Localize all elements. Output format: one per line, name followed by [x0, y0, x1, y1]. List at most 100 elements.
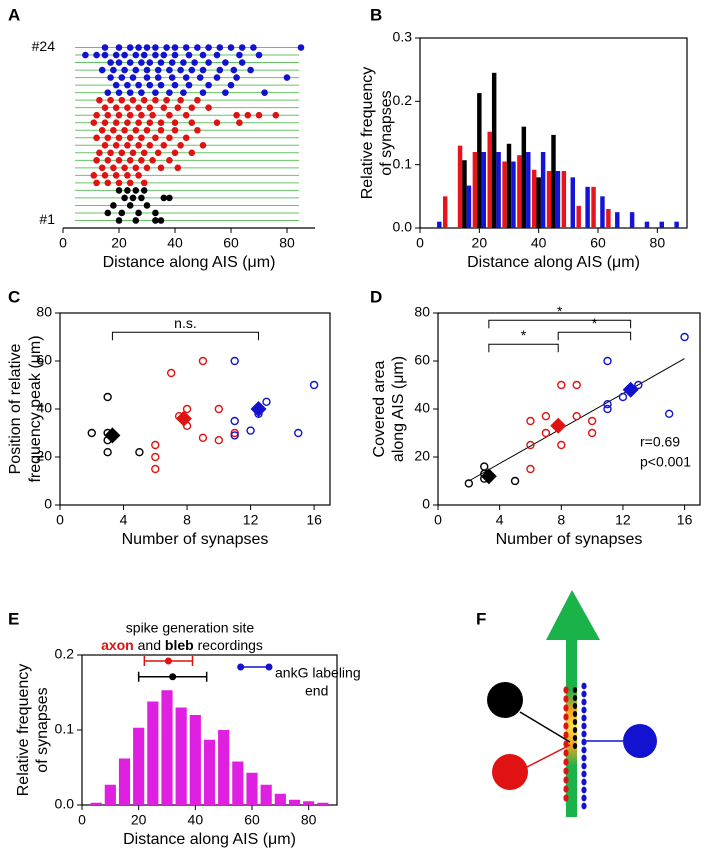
blue-bouton: [623, 724, 657, 758]
synapse-dot: [132, 164, 140, 172]
synapse-dot: [199, 141, 207, 149]
histogram-bar: [317, 802, 329, 805]
x-tick-label: 12: [615, 512, 631, 528]
bar: [551, 134, 556, 228]
black-synapse: [572, 727, 578, 733]
synapse-dot: [255, 51, 263, 59]
synapse-dot: [152, 209, 159, 217]
synapse-dot: [82, 51, 89, 59]
synapse-dot: [104, 157, 112, 164]
red-synapse: [563, 785, 569, 793]
synapse-dot: [191, 59, 198, 66]
red-synapse: [563, 686, 569, 694]
synapse-dot: [160, 104, 168, 111]
synapse-dot: [101, 141, 109, 149]
synapse-dot: [135, 104, 142, 111]
synapse-dot: [135, 209, 142, 217]
synapse-dot: [143, 74, 151, 81]
blue-synapse: [581, 786, 587, 794]
synapse-dot: [171, 44, 179, 51]
synapse-dot: [238, 59, 246, 66]
synapse-dot: [98, 164, 106, 172]
synapse-dot: [146, 141, 154, 149]
synapse-dot: [101, 51, 109, 59]
data-point: [587, 428, 597, 438]
synapse-dot: [182, 111, 190, 119]
synapse-dot: [118, 149, 126, 157]
blue-synapse: [581, 690, 587, 698]
synapse-dot: [177, 141, 184, 149]
synapse-dot: [152, 51, 159, 59]
blue-synapse: [581, 762, 587, 770]
panel-label: E: [8, 609, 19, 628]
synapse-dot: [154, 66, 162, 74]
synapse-dot: [205, 59, 212, 66]
bar: [555, 171, 561, 228]
synapse-dot: [126, 89, 134, 96]
synapse-dot: [199, 51, 207, 59]
bar: [615, 212, 620, 228]
black-synapse: [572, 687, 578, 693]
data-point: [103, 448, 112, 457]
bar: [491, 72, 497, 228]
synapse-dot: [157, 59, 165, 66]
data-point: [151, 440, 160, 450]
synapse-dot: [205, 44, 212, 51]
y-tick-label: 0.0: [55, 796, 75, 812]
x-tick-label: 0: [56, 512, 64, 528]
synapse-dot: [199, 89, 207, 96]
red-synapse: [563, 713, 569, 721]
x-axis-title: Number of synapses: [122, 531, 269, 548]
data-point: [151, 464, 160, 474]
synapse-dot: [166, 194, 173, 202]
ais-shaft: [566, 635, 577, 817]
x-tick-label: 8: [183, 512, 191, 528]
x-axis-title: Distance along AIS (μm): [103, 254, 276, 271]
synapse-dot: [222, 59, 229, 66]
synapse-dot: [163, 44, 170, 51]
synapse-dot: [180, 59, 187, 66]
synapse-dot: [138, 134, 145, 142]
synapse-dot: [104, 89, 112, 96]
bar: [496, 152, 501, 228]
black-synapse: [572, 719, 578, 725]
data-point: [262, 397, 271, 406]
histogram-bar: [303, 801, 315, 805]
synapse-dot: [104, 179, 112, 187]
y-tick-label: 80: [414, 304, 430, 320]
data-point: [87, 428, 96, 438]
synapse-dot: [272, 111, 280, 119]
synapse-dot: [143, 202, 151, 209]
annotation: axon and bleb recordings: [101, 637, 263, 653]
data-point: [214, 404, 224, 414]
blue-synapse: [581, 738, 587, 746]
synapse-dot: [138, 194, 145, 202]
black-synapse: [572, 703, 578, 709]
synapse-dot: [182, 134, 190, 142]
synapse-dot: [121, 66, 128, 74]
synapse-dot: [146, 119, 154, 127]
data-point: [230, 428, 239, 438]
mean-marker: [104, 427, 121, 444]
bar: [561, 171, 567, 228]
synapse-dot: [168, 59, 176, 66]
blue-synapse: [581, 754, 587, 762]
y-axis-title: frequency peak (μm): [27, 335, 44, 482]
blue-synapse: [581, 682, 587, 690]
synapse-dot: [297, 44, 305, 51]
synapse-dot: [152, 134, 159, 142]
synapse-dot: [112, 172, 120, 179]
synapse-dot: [126, 59, 134, 66]
data-point: [510, 476, 520, 486]
bar: [526, 152, 531, 228]
synapse-dot: [149, 111, 156, 119]
synapse-dot: [283, 74, 291, 81]
synapse-dot: [152, 217, 159, 224]
data-point: [664, 409, 674, 418]
x-tick-label: 4: [496, 512, 504, 528]
x-tick-label: 4: [120, 512, 128, 528]
synapse-dot: [166, 157, 173, 164]
x-tick-label: 20: [131, 812, 147, 828]
